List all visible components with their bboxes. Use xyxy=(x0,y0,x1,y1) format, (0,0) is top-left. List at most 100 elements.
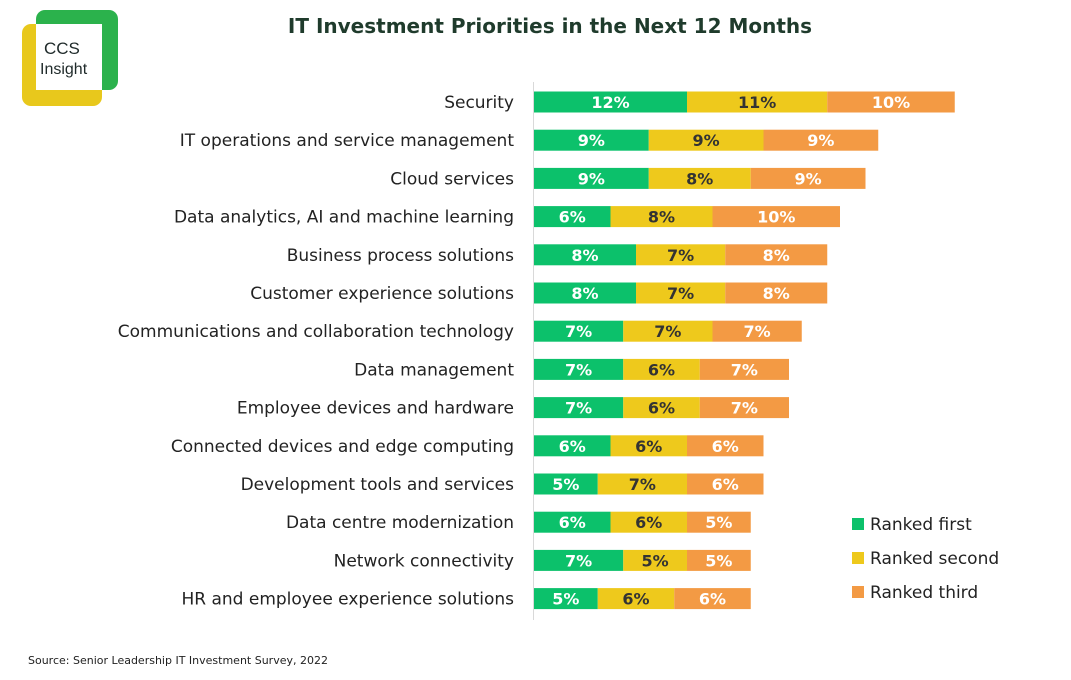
category-label: Business process solutions xyxy=(287,246,514,266)
data-label: 7% xyxy=(744,322,771,341)
data-label: 7% xyxy=(565,399,592,418)
category-label: Customer experience solutions xyxy=(250,284,514,304)
data-label: 8% xyxy=(648,208,675,227)
legend-label: Ranked second xyxy=(870,549,999,569)
legend-label: Ranked third xyxy=(870,583,978,603)
bar-segment-1 xyxy=(534,206,611,228)
data-label: 5% xyxy=(552,475,579,494)
data-label: 6% xyxy=(559,437,586,456)
data-label: 7% xyxy=(731,399,758,418)
data-label: 7% xyxy=(629,475,656,494)
data-label: 7% xyxy=(565,360,592,379)
data-label: 6% xyxy=(648,399,675,418)
bar-segment-1 xyxy=(534,167,649,189)
data-label: 6% xyxy=(635,513,662,532)
bar-segment-2 xyxy=(623,320,713,342)
data-label: 8% xyxy=(571,284,598,303)
category-label: Employee devices and hardware xyxy=(237,399,514,419)
legend-swatch xyxy=(852,552,864,564)
bar-segment-2 xyxy=(623,549,687,571)
data-label: 8% xyxy=(686,169,713,188)
bar-segment-1 xyxy=(534,435,611,457)
data-label: 9% xyxy=(807,131,834,150)
bar-segment-2 xyxy=(648,167,751,189)
bar-segment-3 xyxy=(827,91,955,113)
bar-segment-2 xyxy=(636,282,726,304)
data-label: 9% xyxy=(578,169,605,188)
data-label: 7% xyxy=(731,360,758,379)
data-label: 5% xyxy=(705,513,732,532)
category-label: Communications and collaboration technol… xyxy=(118,322,514,342)
logo-text-bottom: Insight xyxy=(40,61,88,78)
data-label: 6% xyxy=(699,590,726,609)
legend-swatch xyxy=(852,518,864,530)
data-label: 8% xyxy=(763,284,790,303)
chart-title: IT Investment Priorities in the Next 12 … xyxy=(287,14,813,38)
bar-segment-1 xyxy=(534,282,636,304)
data-label: 8% xyxy=(571,246,598,265)
bar-segment-3 xyxy=(687,511,751,533)
data-label: 6% xyxy=(648,360,675,379)
bar-segment-2 xyxy=(636,244,726,266)
data-label: 12% xyxy=(591,93,629,112)
data-label: 6% xyxy=(635,437,662,456)
data-label: 6% xyxy=(559,208,586,227)
data-label: 10% xyxy=(872,93,910,112)
bar-segment-3 xyxy=(763,129,879,151)
bar-segment-1 xyxy=(534,129,649,151)
bar-segment-2 xyxy=(597,473,687,495)
bar-segment-2 xyxy=(610,206,713,228)
source-note: Source: Senior Leadership IT Investment … xyxy=(28,654,328,667)
data-label: 6% xyxy=(622,590,649,609)
category-label: Network connectivity xyxy=(334,551,514,571)
data-label: 9% xyxy=(693,131,720,150)
data-label: 7% xyxy=(565,551,592,570)
category-label: Connected devices and edge computing xyxy=(171,437,514,457)
data-label: 10% xyxy=(757,208,795,227)
bar-segment-3 xyxy=(725,282,828,304)
bar-segment-1 xyxy=(534,473,598,495)
bar-segment-3 xyxy=(699,358,789,380)
bar-segment-2 xyxy=(610,511,687,533)
bar-segment-2 xyxy=(648,129,764,151)
data-label: 7% xyxy=(565,322,592,341)
bar-segment-3 xyxy=(687,435,764,457)
data-label: 7% xyxy=(667,246,694,265)
data-label: 5% xyxy=(705,551,732,570)
bar-segment-1 xyxy=(534,511,611,533)
bar-segment-2 xyxy=(623,397,700,419)
bar-segment-1 xyxy=(534,91,687,113)
bar-segment-2 xyxy=(623,358,700,380)
bar-segment-3 xyxy=(687,473,764,495)
data-label: 6% xyxy=(712,437,739,456)
data-label: 7% xyxy=(654,322,681,341)
data-label: 5% xyxy=(552,590,579,609)
bar-segment-1 xyxy=(534,549,624,571)
category-label: HR and employee experience solutions xyxy=(181,590,514,610)
data-label: 11% xyxy=(738,93,776,112)
category-label: Cloud services xyxy=(390,169,514,189)
category-label: IT operations and service management xyxy=(180,131,515,151)
data-label: 5% xyxy=(642,551,669,570)
bar-segment-2 xyxy=(687,91,828,113)
bar-segment-1 xyxy=(534,244,636,266)
bar-segment-3 xyxy=(699,397,789,419)
category-label: Data analytics, AI and machine learning xyxy=(174,208,514,228)
data-label: 6% xyxy=(712,475,739,494)
category-label: Development tools and services xyxy=(241,475,515,495)
category-label: Data centre modernization xyxy=(286,513,514,533)
bar-segment-2 xyxy=(610,435,687,457)
logo-text-top: CCS xyxy=(44,39,80,58)
legend-swatch xyxy=(852,586,864,598)
category-label: Data management xyxy=(354,360,514,380)
data-label: 9% xyxy=(795,169,822,188)
bar-segment-3 xyxy=(687,549,751,571)
data-label: 9% xyxy=(578,131,605,150)
legend-label: Ranked first xyxy=(870,515,972,535)
bar-segment-3 xyxy=(725,244,828,266)
bar-segment-2 xyxy=(597,588,675,610)
bar-segment-1 xyxy=(534,358,624,380)
stacked-bar-chart: Security 12% 11% 10% IT operations and servi… xyxy=(118,82,999,620)
bar-segment-1 xyxy=(534,588,598,610)
bar-segment-1 xyxy=(534,397,624,419)
